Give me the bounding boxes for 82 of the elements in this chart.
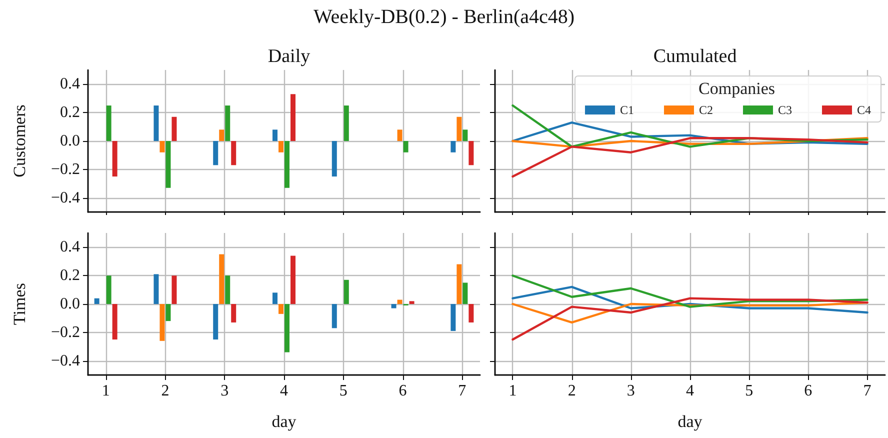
- y-tick-label: 0.4: [60, 238, 80, 256]
- x-tick-label: 2: [568, 382, 576, 400]
- y-tick-label: 0.2: [60, 104, 80, 122]
- bar: [397, 130, 402, 141]
- y-tick-label: −0.4: [50, 352, 80, 370]
- bar: [456, 116, 462, 141]
- legend-label: C3: [778, 103, 792, 117]
- y-tick-label: −0.4: [50, 189, 80, 206]
- x-tick-label: 1: [508, 382, 517, 400]
- bar: [456, 264, 462, 304]
- x-tick-label: 3: [626, 382, 635, 400]
- bar: [450, 141, 456, 152]
- bar: [278, 304, 284, 314]
- x-tick-label: 4: [686, 382, 694, 400]
- bar: [344, 280, 349, 304]
- bar: [106, 276, 112, 304]
- legend-title: Companies: [698, 79, 776, 98]
- bar: [213, 304, 218, 340]
- bar: [112, 304, 118, 340]
- y-tick-label: 0.0: [60, 132, 80, 150]
- bar: [219, 254, 224, 304]
- y-axis-title: Times: [10, 283, 29, 325]
- bar: [290, 94, 296, 141]
- bar: [332, 141, 337, 176]
- bar: [154, 274, 159, 304]
- bar: [225, 106, 230, 141]
- bar: [284, 304, 290, 352]
- bar: [462, 130, 468, 141]
- chart-subtitle: Daily: [268, 46, 311, 67]
- bar: [219, 130, 224, 141]
- bar: [231, 304, 236, 322]
- x-tick-label: 7: [458, 382, 466, 400]
- bar: [213, 141, 218, 166]
- y-tick-label: 0.2: [60, 267, 80, 284]
- bar: [468, 304, 474, 322]
- bar: [160, 304, 165, 341]
- bar: [391, 304, 396, 308]
- bar: [172, 276, 177, 304]
- x-tick-label: 1: [102, 382, 110, 400]
- bar: [225, 276, 230, 304]
- bar: [332, 304, 337, 328]
- bar: [94, 298, 100, 304]
- bar: [462, 282, 468, 304]
- legend-label: C4: [856, 103, 872, 117]
- y-axis-title: Customers: [10, 104, 29, 178]
- chart-title: Weekly-DB(0.2) - Berlin(a4c48): [312, 6, 576, 29]
- bar: [344, 106, 349, 141]
- y-tick-label: −0.2: [50, 324, 80, 341]
- x-tick-label: 2: [161, 382, 170, 400]
- x-tick-label: 5: [339, 382, 348, 400]
- bar: [166, 304, 171, 322]
- bar: [397, 300, 402, 304]
- bar: [450, 304, 456, 331]
- bar: [154, 106, 159, 141]
- legend-label: C2: [698, 103, 714, 117]
- bar: [106, 106, 112, 141]
- x-axis-title: day: [678, 412, 703, 431]
- bar: [272, 292, 278, 304]
- x-tick-label: 7: [863, 382, 872, 400]
- bar: [272, 130, 278, 141]
- y-tick-label: 0.0: [60, 296, 80, 312]
- bar: [468, 141, 474, 166]
- x-tick-label: 3: [220, 382, 229, 400]
- chart-title: Cumulated: [653, 46, 738, 67]
- x-tick-label: 6: [398, 382, 407, 400]
- y-tick-label: −0.2: [50, 160, 80, 178]
- x-tick-label: 6: [804, 382, 812, 400]
- x-tick-label: 5: [745, 382, 754, 400]
- bar: [112, 141, 118, 176]
- bar: [278, 141, 284, 152]
- bar: [166, 141, 171, 188]
- x-tick-label: 4: [280, 382, 288, 400]
- bar: [290, 256, 296, 304]
- bar: [231, 141, 236, 166]
- bar: [409, 301, 414, 304]
- bar: [160, 141, 165, 152]
- y-tick-label: 0.4: [60, 76, 80, 93]
- x-axis-title: day: [272, 412, 297, 431]
- bar: [172, 116, 177, 141]
- bar: [403, 141, 408, 152]
- bar: [284, 141, 290, 188]
- legend-label: C1: [620, 103, 634, 117]
